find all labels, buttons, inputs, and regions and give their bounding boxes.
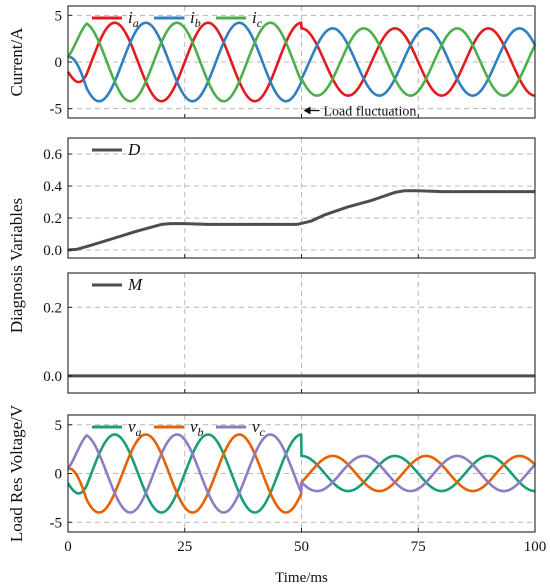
- x-tick-label: 100: [524, 539, 547, 555]
- legend-item-ic: ic: [216, 8, 263, 30]
- annotation-arrowhead: [303, 106, 311, 115]
- x-axis-label: Time/ms: [275, 570, 328, 586]
- y-tick-label: 0.4: [43, 179, 62, 195]
- panel-2: 0.0 0.2 0.4 0.6 D Diagnosis Variables: [7, 137, 536, 333]
- y-tick-label: 0.2: [43, 211, 62, 227]
- legend-label: vb: [190, 417, 204, 439]
- x-tick-label: 75: [411, 539, 426, 555]
- legend-item-M: M: [92, 275, 143, 294]
- y-tick-label: -5: [50, 515, 63, 531]
- y-axis-label: Diagnosis Variables: [7, 198, 26, 333]
- legend-label: ia: [128, 8, 139, 30]
- y-axis-label: Load Res Voltage/V: [7, 404, 26, 542]
- y-tick-label: 0.0: [43, 243, 62, 259]
- y-tick-label: 0.0: [43, 369, 62, 385]
- legend-label: va: [128, 417, 142, 439]
- x-tick-label: 0: [64, 539, 72, 555]
- y-tick-label: 0.2: [43, 300, 62, 316]
- legend-item-ib: ib: [154, 8, 201, 30]
- annotation-text: Load fluctuation: [324, 105, 417, 120]
- legend-label: vc: [252, 417, 266, 439]
- panel-3: 0.0 0.2 M: [43, 272, 536, 394]
- series-line-vc: [66, 433, 536, 514]
- x-tick-label: 50: [294, 539, 309, 555]
- series-line-D: [67, 189, 535, 252]
- legend-item-ia: ia: [92, 8, 139, 30]
- x-tick-label: 25: [177, 539, 192, 555]
- legend-label: ic: [252, 8, 263, 30]
- annotation-load-fluctuation: Load fluctuation: [303, 105, 417, 120]
- legend-label: ib: [190, 8, 201, 30]
- y-tick-label: 0.6: [43, 147, 62, 163]
- y-tick-label: 5: [55, 8, 63, 24]
- y-tick-label: 0: [55, 55, 63, 71]
- y-tick-label: -5: [50, 102, 63, 118]
- legend-label: D: [127, 140, 141, 159]
- y-axis-label: Current/A: [7, 27, 26, 97]
- series-line-ic: [66, 21, 537, 103]
- panel-1: -5 0 5 ia ib ic Load fluctuation Current/A: [7, 5, 537, 120]
- y-tick-label: 0: [55, 467, 63, 483]
- y-tick-label: 5: [55, 418, 63, 434]
- legend-item-D: D: [92, 140, 141, 159]
- legend-label: M: [127, 275, 143, 294]
